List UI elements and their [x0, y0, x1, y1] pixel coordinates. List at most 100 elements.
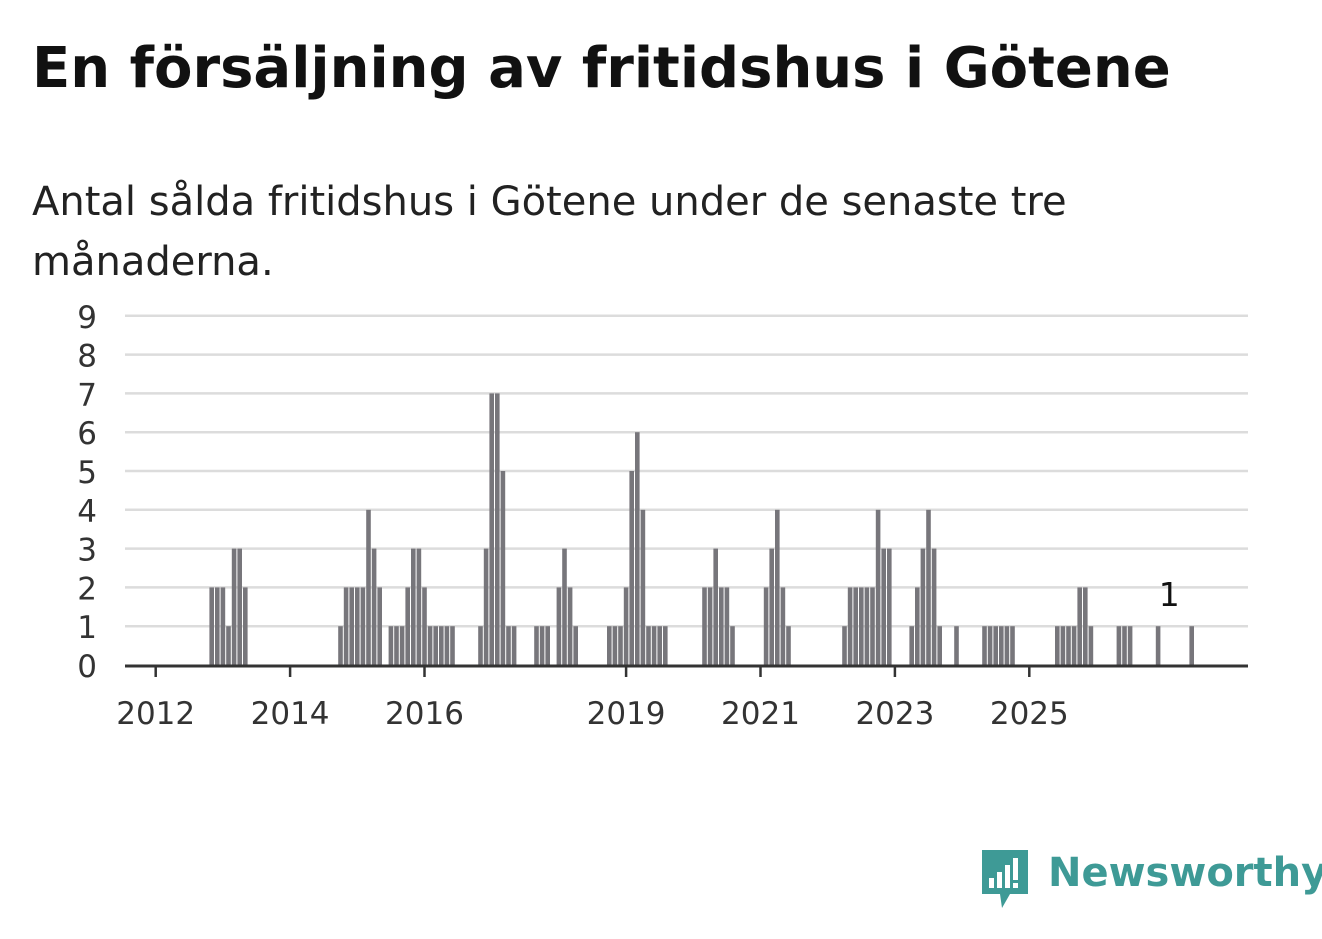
bar — [1066, 626, 1071, 665]
x-tick-label: 2012 — [116, 696, 195, 732]
bar — [651, 626, 657, 665]
bar — [439, 626, 444, 665]
y-tick-label: 0 — [77, 649, 97, 685]
bar — [640, 509, 646, 665]
bar — [534, 626, 539, 665]
x-tick-label: 2025 — [990, 696, 1069, 732]
bar — [853, 587, 858, 665]
y-tick-label: 8 — [77, 339, 97, 375]
bar — [1122, 626, 1127, 665]
bar — [629, 471, 634, 665]
bar — [702, 587, 707, 665]
bar — [780, 587, 786, 665]
bar — [915, 587, 920, 665]
bar — [769, 548, 774, 665]
bar — [1127, 626, 1133, 665]
bar — [612, 626, 618, 665]
x-axis-ticks: 2012 2014 2016 2019 2021 2023 2025 — [116, 667, 1069, 732]
y-tick-label: 5 — [77, 455, 97, 491]
bar — [909, 626, 914, 665]
bar — [937, 626, 942, 665]
bar — [433, 626, 438, 665]
bar — [663, 626, 668, 665]
bar — [388, 626, 394, 665]
bar — [1055, 626, 1060, 665]
bar — [545, 626, 550, 665]
bar — [506, 626, 511, 665]
bar — [864, 587, 870, 665]
y-tick-label: 9 — [77, 300, 97, 336]
bar — [539, 626, 545, 665]
bar — [422, 587, 427, 665]
bar — [1077, 587, 1082, 665]
bar — [411, 548, 416, 665]
bar — [786, 626, 791, 665]
bar — [775, 509, 780, 665]
bar — [1155, 626, 1161, 665]
bar — [618, 626, 623, 665]
bar — [870, 587, 875, 665]
bar — [931, 548, 937, 665]
bar — [215, 587, 220, 665]
bar — [567, 587, 573, 665]
bar — [349, 587, 354, 665]
bar — [394, 626, 399, 665]
x-tick-label: 2014 — [251, 696, 330, 732]
bar — [920, 548, 926, 665]
bar — [999, 626, 1004, 665]
bar — [500, 471, 506, 665]
bar — [635, 432, 640, 665]
bar — [646, 626, 651, 665]
y-tick-label: 7 — [77, 377, 97, 413]
bar — [982, 626, 987, 665]
bar — [842, 626, 847, 665]
bar — [1088, 626, 1094, 665]
bar — [573, 626, 578, 665]
y-tick-label: 2 — [77, 571, 97, 607]
bar — [444, 626, 450, 665]
bar — [1060, 626, 1066, 665]
bar — [926, 509, 931, 665]
bar — [483, 548, 489, 665]
bar — [1189, 626, 1194, 665]
bar — [489, 393, 494, 665]
bar — [237, 548, 242, 665]
bar — [875, 509, 881, 665]
bar — [495, 393, 500, 665]
bar — [450, 626, 455, 665]
bar — [399, 626, 405, 665]
bar — [243, 587, 248, 665]
bar — [556, 587, 562, 665]
bar — [719, 587, 724, 665]
y-tick-label: 3 — [77, 533, 97, 569]
x-tick-label: 2016 — [385, 696, 464, 732]
bar — [1071, 626, 1077, 665]
bar — [887, 548, 892, 665]
bar — [707, 587, 713, 665]
y-tick-label: 4 — [77, 494, 97, 530]
bar — [847, 587, 853, 665]
bar — [1004, 626, 1010, 665]
bars — [209, 393, 1194, 665]
chart-subtitle: Antal sålda fritidshus i Götene under de… — [32, 179, 1067, 285]
bar — [427, 626, 433, 665]
bar — [562, 548, 567, 665]
bar — [209, 587, 214, 665]
bar — [511, 626, 517, 665]
bar — [343, 587, 349, 665]
x-tick-label: 2023 — [855, 696, 934, 732]
bar — [1010, 626, 1015, 665]
brand-name: Newsworthy — [1048, 850, 1322, 896]
bar — [416, 548, 422, 665]
bar — [881, 548, 886, 665]
bar — [657, 626, 662, 665]
grid-lines — [125, 314, 1248, 628]
bar — [859, 587, 864, 665]
newsworthy-logo-icon — [982, 850, 1028, 908]
bar — [730, 626, 735, 665]
bar — [713, 548, 718, 665]
bar — [1116, 626, 1122, 665]
bar — [405, 587, 410, 665]
